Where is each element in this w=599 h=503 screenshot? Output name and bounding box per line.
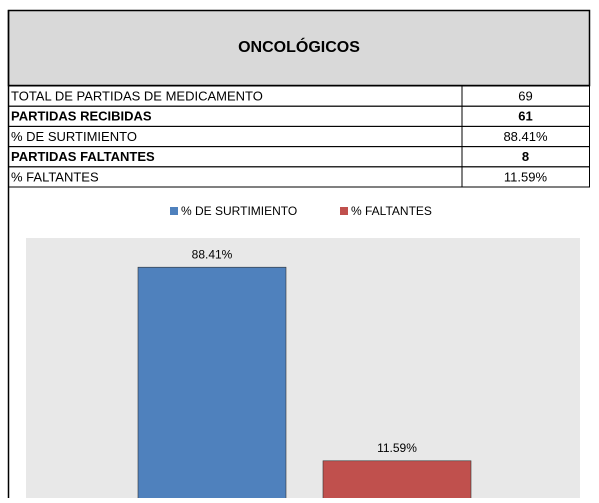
title-box [7,9,591,87]
row-value: 8 [522,149,529,164]
bar [322,460,472,501]
row-label: PARTIDAS FALTANTES [11,149,155,164]
value-label: 88.41% [192,247,233,261]
legend-label: % DE SURTIMIENTO [181,204,297,218]
row-label: PARTIDAS RECIBIDAS [11,109,152,124]
value-label: 11.59% [377,441,417,455]
row-value: 88.41% [503,129,548,144]
bar [137,266,287,501]
row-value: 11.59% [504,169,548,184]
table-row [8,166,590,188]
legend-swatch [170,207,178,215]
row-label: % FALTANTES [11,169,99,184]
row-label: % DE SURTIMIENTO [11,129,137,144]
row-value: 69 [518,89,532,104]
legend-swatch [340,207,348,215]
legend-label: % FALTANTES [351,204,432,218]
title: ONCOLÓGICOS [238,37,360,56]
plot-area [26,238,580,498]
row-label: TOTAL DE PARTIDAS DE MEDICAMENTO [11,89,263,104]
row-value: 61 [518,109,532,124]
